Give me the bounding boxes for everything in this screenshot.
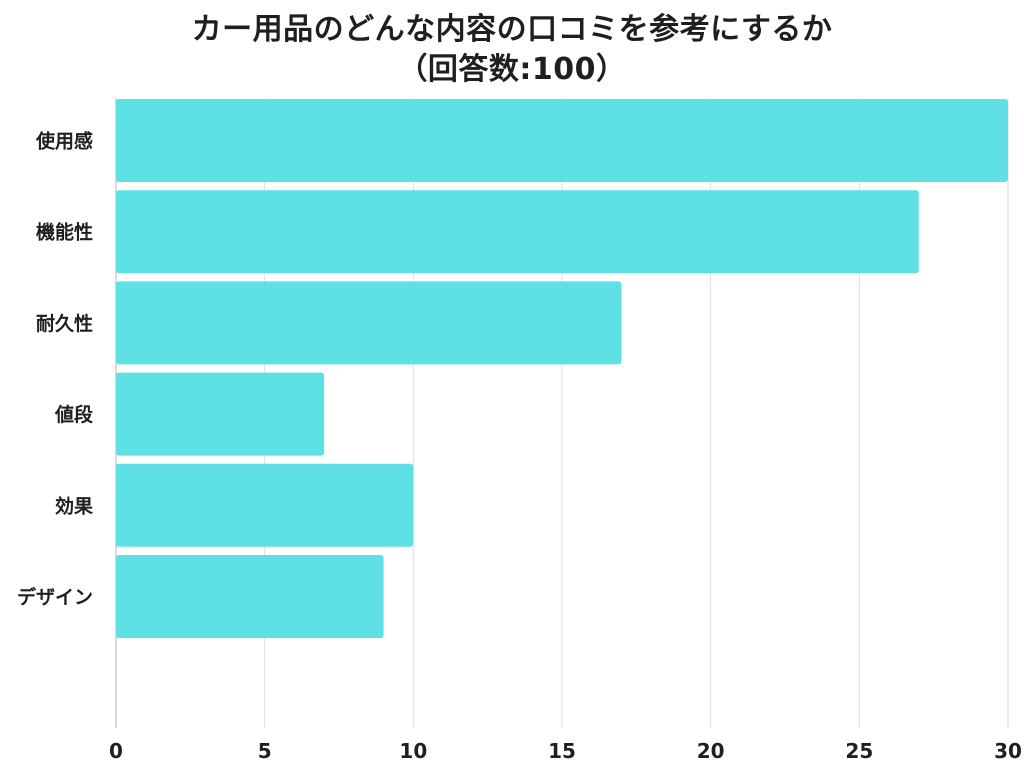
category-label: 効果 xyxy=(55,494,93,517)
bar xyxy=(116,463,414,547)
category-label: 機能性 xyxy=(36,221,93,244)
x-tick-label: 5 xyxy=(258,739,272,763)
category-label: 耐久性 xyxy=(36,312,93,335)
bar xyxy=(116,99,1008,182)
chart-title: カー用品のどんな内容の口コミを参考にするか （回答数:100） xyxy=(0,10,1024,90)
x-tick-label: 20 xyxy=(697,739,725,763)
category-label: 使用感 xyxy=(35,130,93,153)
bar xyxy=(116,190,919,274)
x-tick-labels: 0 5 10 15 20 25 30 xyxy=(109,739,1022,763)
x-tick-label: 10 xyxy=(399,739,427,763)
x-tick-label: 0 xyxy=(109,739,123,763)
x-tick-label: 30 xyxy=(994,739,1022,763)
bar xyxy=(116,281,622,365)
bar xyxy=(116,555,384,638)
category-label: 値段 xyxy=(54,403,94,426)
bar xyxy=(116,372,325,456)
x-tick-label: 15 xyxy=(548,739,576,763)
category-label: デザイン xyxy=(17,586,93,609)
x-tick-label: 25 xyxy=(845,739,873,763)
chart-title-line1: カー用品のどんな内容の口コミを参考にするか xyxy=(191,12,833,47)
bars xyxy=(116,99,1008,638)
chart-title-line2: （回答数:100） xyxy=(397,52,627,87)
